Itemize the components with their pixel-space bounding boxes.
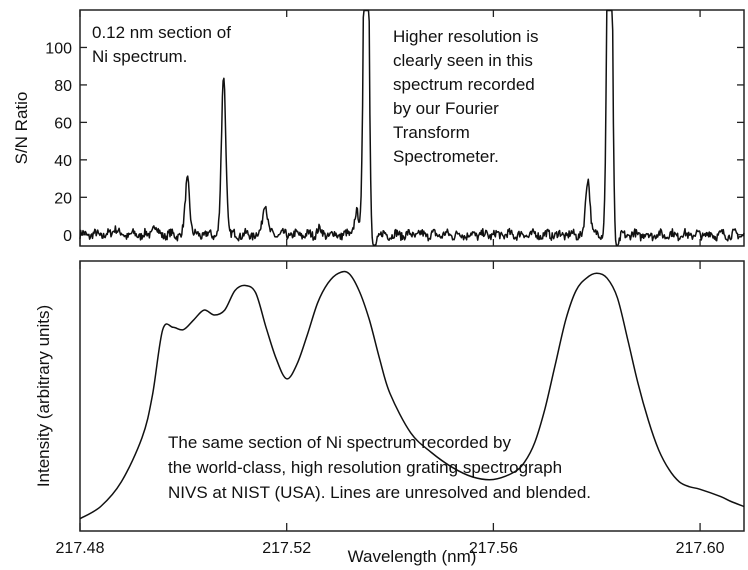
top-x-ticks bbox=[79, 10, 701, 246]
annotation-line: The same section of Ni spectrum recorded… bbox=[168, 433, 511, 452]
y-tick-label: 100 bbox=[45, 40, 72, 57]
annotation-line: NIVS at NIST (USA). Lines are unresolved… bbox=[168, 483, 591, 502]
y-tick-label: 0 bbox=[63, 228, 72, 245]
top-plot-frame bbox=[79, 9, 745, 247]
x-tick-label: 217.48 bbox=[56, 540, 105, 557]
nist-annotation: The same section of Ni spectrum recorded… bbox=[168, 433, 591, 502]
x-axis-title: Wavelength (nm) bbox=[348, 547, 477, 566]
section-annotation: 0.12 nm section of Ni spectrum. bbox=[92, 23, 231, 66]
top-y-tick-labels: 0 20 40 60 80 100 bbox=[45, 40, 72, 244]
grating-spectrum-line bbox=[79, 270, 745, 520]
y-tick-label: 40 bbox=[54, 153, 72, 170]
x-tick-label: 217.60 bbox=[676, 540, 725, 557]
bottom-plot-frame bbox=[79, 260, 745, 532]
resolution-annotation: Higher resolution is clearly seen in this… bbox=[393, 27, 539, 166]
y-tick-label: 60 bbox=[54, 115, 72, 132]
annotation-line: the world-class, high resolution grating… bbox=[168, 458, 562, 477]
bottom-x-ticks bbox=[79, 261, 701, 531]
annotation-line: Higher resolution is bbox=[393, 27, 539, 46]
top-y-axis-title: S/N Ratio bbox=[12, 92, 31, 165]
annotation-line: 0.12 nm section of bbox=[92, 23, 231, 42]
top-panel: 0 20 40 60 80 100 S/N Ratio 0.12 nm section o… bbox=[12, 9, 745, 247]
annotation-line: Transform bbox=[393, 123, 470, 142]
bottom-x-tick-labels: 217.48 217.52 217.56 217.60 bbox=[56, 540, 725, 557]
annotation-line: by our Fourier bbox=[393, 99, 499, 118]
bottom-panel: 217.48 217.52 217.56 217.60 Intensity (arbi… bbox=[34, 260, 745, 566]
x-tick-label: 217.52 bbox=[262, 540, 311, 557]
annotation-line: Spectrometer. bbox=[393, 147, 499, 166]
y-tick-label: 20 bbox=[54, 190, 72, 207]
annotation-line: spectrum recorded bbox=[393, 75, 535, 94]
x-tick-label: 217.56 bbox=[469, 540, 518, 557]
y-tick-label: 80 bbox=[54, 78, 72, 95]
fts-spectrum-line bbox=[79, 9, 745, 247]
annotation-line: Ni spectrum. bbox=[92, 47, 187, 66]
bottom-y-axis-title: Intensity (arbitrary units) bbox=[34, 305, 53, 487]
annotation-line: clearly seen in this bbox=[393, 51, 533, 70]
